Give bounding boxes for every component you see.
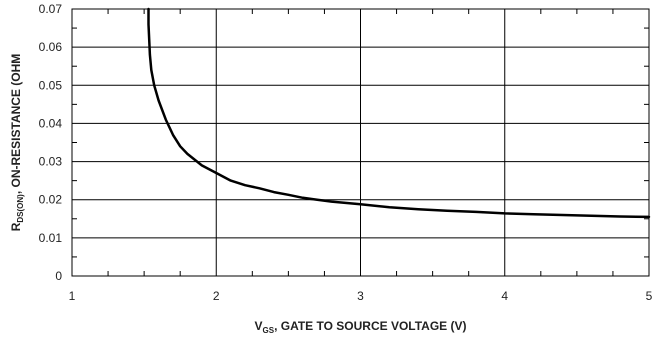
x-tick-label: 3 xyxy=(357,289,364,303)
y-tick-label: 0.01 xyxy=(39,231,63,245)
y-tick-label: 0.02 xyxy=(39,193,63,207)
y-axis-title-sub: DS(ON) xyxy=(16,194,25,223)
minor-ticks xyxy=(72,9,649,276)
y-tick-label: 0.03 xyxy=(39,155,63,169)
y-tick-label: 0.04 xyxy=(39,116,63,130)
x-tick-labels: 1 2 3 4 5 xyxy=(69,289,653,303)
y-tick-label: 0 xyxy=(55,269,62,283)
x-axis-title-rest: , GATE TO SOURCE VOLTAGE (V) xyxy=(274,319,466,333)
x-tick-label: 4 xyxy=(501,289,508,303)
x-axis-title-sub: GS xyxy=(263,326,275,335)
series xyxy=(147,7,651,219)
y-axis-title-main: R xyxy=(9,222,23,231)
y-tick-label: 0.05 xyxy=(39,78,63,92)
series-line xyxy=(147,7,651,219)
y-tick-labels: 0 0.01 0.02 0.03 0.04 0.05 0.06 0.07 xyxy=(39,2,63,283)
x-tick-label: 2 xyxy=(213,289,220,303)
y-axis-title-rest: , ON-RESISTANCE (OHM xyxy=(9,54,23,194)
grid xyxy=(71,8,650,277)
x-axis-title-main: V xyxy=(254,319,262,333)
y-tick-label: 0.06 xyxy=(39,40,63,54)
y-tick-label: 0.07 xyxy=(39,2,63,16)
x-axis-title: VGS, GATE TO SOURCE VOLTAGE (V) xyxy=(254,319,466,335)
y-axis-title: RDS(ON), ON-RESISTANCE (OHM xyxy=(9,54,25,232)
x-tick-label: 1 xyxy=(69,289,76,303)
x-tick-label: 5 xyxy=(646,289,653,303)
